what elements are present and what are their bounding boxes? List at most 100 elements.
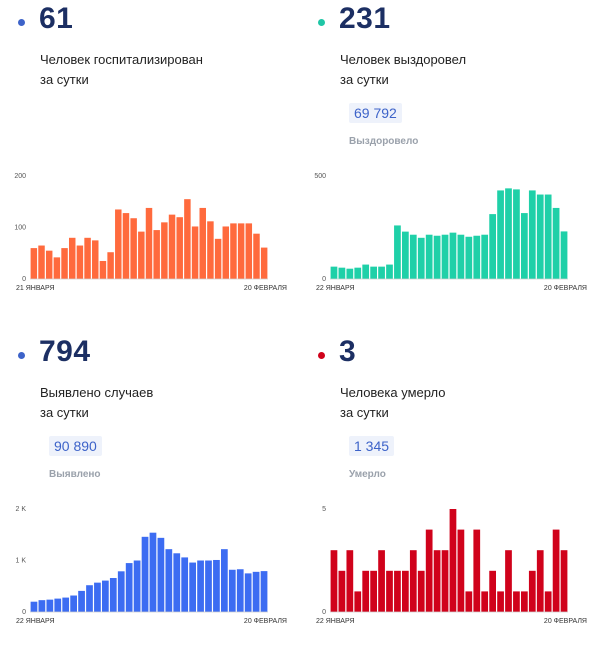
- bar: [362, 570, 370, 612]
- cases-total: 90 890: [49, 436, 102, 456]
- x-start-label: 22 ЯНВАРЯ: [16, 618, 55, 625]
- bar: [228, 569, 236, 612]
- bar: [46, 599, 54, 612]
- description-line-1: Человек выздоровел: [340, 52, 467, 67]
- bar: [338, 267, 346, 279]
- bar: [161, 222, 168, 279]
- x-end-label: 20 ФЕВРАЛЯ: [544, 285, 587, 292]
- bullet-dot: [318, 19, 325, 26]
- bar: [417, 237, 425, 279]
- deaths-chart: 5 0 22 ЯНВАРЯ 20 ФЕВРАЛЯ: [316, 506, 587, 625]
- y-tick-label: 0: [322, 276, 326, 283]
- bar: [505, 550, 512, 612]
- y-tick-label: 5: [322, 506, 326, 513]
- cases-count: 794: [39, 335, 91, 368]
- bar: [346, 268, 354, 279]
- bar: [84, 237, 91, 279]
- y-tick-label: 200: [14, 173, 26, 180]
- bar: [394, 570, 401, 612]
- y-tick-label: 0: [22, 276, 26, 283]
- bar: [130, 218, 137, 279]
- bar: [417, 570, 425, 612]
- bar: [221, 549, 228, 612]
- bar: [207, 221, 214, 279]
- bar: [544, 194, 552, 279]
- x-end-label: 20 ФЕВРАЛЯ: [244, 285, 287, 292]
- bar: [70, 595, 77, 612]
- y-tick-label: 100: [14, 225, 26, 232]
- bar: [54, 598, 62, 612]
- bar: [205, 560, 212, 612]
- bar: [168, 214, 176, 280]
- bar: [441, 234, 449, 279]
- bar: [370, 570, 377, 612]
- bar: [189, 562, 196, 612]
- bar: [425, 529, 433, 612]
- bar: [409, 234, 417, 279]
- bar: [536, 194, 544, 279]
- bar: [191, 226, 199, 279]
- bar: [441, 550, 449, 612]
- bar: [230, 223, 237, 279]
- bar: [94, 582, 101, 612]
- bar: [528, 570, 536, 612]
- cases-total-label: Выявлено: [49, 469, 101, 480]
- bar: [107, 252, 114, 279]
- deaths-total-label: Умерло: [349, 469, 386, 480]
- y-tick-label: 2 K: [15, 506, 26, 513]
- bar: [176, 217, 183, 279]
- bar: [449, 232, 457, 279]
- bar: [214, 238, 222, 279]
- bar: [330, 550, 338, 612]
- hospitalized-panel: 61 Человек госпитализирован за сутки 200…: [0, 0, 300, 333]
- description-line-1: Человека умерло: [340, 385, 446, 400]
- bar: [153, 230, 160, 279]
- bar: [260, 247, 268, 279]
- bar: [173, 553, 181, 612]
- recovered-count: 231: [339, 2, 391, 35]
- bar: [378, 266, 385, 279]
- bar: [236, 569, 244, 612]
- bar: [68, 237, 76, 279]
- bullet-dot: [18, 19, 25, 26]
- bar: [199, 207, 206, 279]
- cases-chart: 2 K 1 K 0 22 ЯНВАРЯ 20 ФЕВРАЛЯ: [15, 506, 287, 625]
- bar: [184, 199, 191, 279]
- bar: [145, 207, 153, 279]
- bar: [465, 591, 473, 612]
- bar: [122, 213, 130, 279]
- bar: [362, 264, 370, 279]
- bar: [354, 591, 362, 612]
- bar: [528, 190, 536, 279]
- recovered-description: Человек выздоровел за сутки: [340, 50, 580, 90]
- deaths-description: Человека умерло за сутки: [340, 383, 580, 423]
- recovered-panel: 231 Человек выздоровел за сутки 69 792 В…: [300, 0, 600, 333]
- bar: [244, 573, 252, 613]
- bar: [222, 226, 230, 279]
- bar: [433, 550, 441, 612]
- y-tick-label: 500: [314, 173, 326, 180]
- description-line-2: за сутки: [340, 405, 389, 420]
- bar: [409, 550, 417, 612]
- bar: [252, 571, 260, 612]
- bar: [117, 571, 125, 612]
- bar: [449, 509, 457, 612]
- recovered-chart: 500 0 22 ЯНВАРЯ 20 ФЕВРАЛЯ: [314, 173, 587, 292]
- bar: [260, 571, 268, 612]
- bar: [213, 559, 220, 612]
- description-line-1: Человек госпитализирован: [40, 52, 203, 67]
- bar: [560, 550, 568, 612]
- description-line-2: за сутки: [40, 405, 89, 420]
- hospitalized-description: Человек госпитализирован за сутки: [40, 50, 280, 90]
- bar: [402, 570, 409, 612]
- bar: [157, 537, 165, 612]
- bar: [38, 245, 45, 279]
- bar: [253, 233, 260, 279]
- deaths-total: 1 345: [349, 436, 395, 456]
- bar: [521, 213, 528, 279]
- bar: [149, 532, 157, 612]
- bar: [505, 188, 512, 279]
- bar: [30, 248, 38, 279]
- bar: [38, 600, 46, 612]
- bar: [138, 231, 145, 279]
